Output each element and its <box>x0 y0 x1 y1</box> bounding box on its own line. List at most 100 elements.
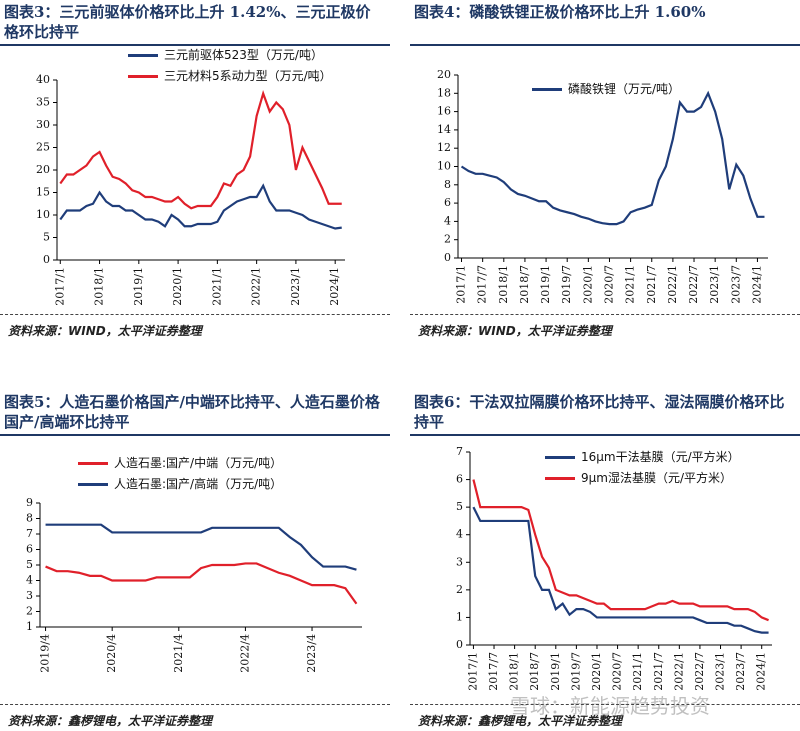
x-tick-label: 2021/7 <box>652 652 665 691</box>
y-tick-label: 3 <box>456 555 463 568</box>
legend-label: 9μm湿法基膜（元/平方米） <box>581 471 733 485</box>
x-tick-label: 2022/1 <box>666 265 679 304</box>
y-tick-label: 4 <box>444 214 451 227</box>
source: 资料来源：鑫椤锂电，太平洋证券整理 <box>8 714 213 728</box>
chart: 0 1 2 3 4 5 6 7 2017/1 2017/7 2018/1 2018/7 2019/1 20… <box>456 445 772 691</box>
y-tick-label: 16 <box>437 105 451 118</box>
chart-title: 图表5：人造石墨价格国产/中端环比持平、人造石墨价格国产/高端环比持平 <box>4 393 380 431</box>
x-tick-label: 2023/7 <box>734 652 747 691</box>
x-tick-label: 2019/1 <box>549 652 562 691</box>
legend: 磷酸铁锂（万元/吨） <box>532 82 732 103</box>
y-tick-label: 7 <box>26 527 33 540</box>
x-tick-label: 2018/7 <box>518 265 531 304</box>
x-tick-label: 2024/1 <box>328 267 341 306</box>
y-tick-label: 10 <box>437 160 451 173</box>
x-tick-label: 2021/7 <box>645 265 658 304</box>
x-tick-label: 2023/1 <box>708 265 721 304</box>
y-tick-label: 2 <box>444 233 451 246</box>
y-tick-label: 5 <box>456 500 463 513</box>
x-tick-label: 2020/7 <box>611 652 624 691</box>
legend-label: 三元前驱体523型（万元/吨） <box>164 48 323 62</box>
title-rule <box>410 44 800 46</box>
y-tick-label: 7 <box>456 445 463 458</box>
y-tick-label: 40 <box>36 73 50 86</box>
chart-title: 图表4：磷酸铁锂正极价格环比上升 1.60% <box>414 3 706 21</box>
title-rule <box>0 44 390 46</box>
legend-entry: 三元前驱体523型（万元/吨） <box>128 48 328 63</box>
y-tick-label: 9 <box>26 496 33 509</box>
legend-label: 16μm干法基膜（元/平方米） <box>581 450 740 464</box>
x-tick-label: 2017/7 <box>476 265 489 304</box>
y-tick-label: 6 <box>456 473 463 486</box>
y-tick-label: 35 <box>36 96 50 109</box>
x-tick-label: 2023/7 <box>729 265 742 304</box>
x-tick-label: 2022/1 <box>672 652 685 691</box>
chart: 0 5 10 15 20 25 30 35 40 2017/1 2018/1 2019/1 2020/1… <box>36 73 345 306</box>
x-tick-label: 2017/1 <box>455 265 468 304</box>
y-tick-label: 5 <box>43 231 50 244</box>
x-tick-label: 2020/1 <box>590 652 603 691</box>
series-line <box>59 183 342 230</box>
x-tick-label: 2017/1 <box>466 652 479 691</box>
y-tick-label: 2 <box>26 605 33 618</box>
legend-swatch <box>78 462 108 465</box>
y-tick-label: 4 <box>26 574 33 587</box>
x-tick-label: 2022/1 <box>250 267 263 306</box>
source: 资料来源：鑫椤锂电，太平洋证券整理 <box>418 714 623 728</box>
legend-label: 三元材料5系动力型（万元/吨） <box>164 69 332 83</box>
chart-panel: 图表3：三元前驱体价格环比上升 1.42%、三元正极价格环比持平 资料来源：WIN… <box>0 0 390 341</box>
y-tick-label: 14 <box>437 123 451 136</box>
chart: 0 2 4 6 8 10 12 14 16 18 20 2017/1 2017/7 2018/1 2018/… <box>437 68 768 304</box>
x-tick-label: 2022/4 <box>238 634 251 673</box>
y-tick-label: 1 <box>26 620 33 633</box>
x-tick-label: 2019/1 <box>132 267 145 306</box>
x-tick-label: 2021/4 <box>172 634 185 673</box>
x-tick-label: 2020/1 <box>171 267 184 306</box>
legend-entry: 人造石墨:国产/高端（万元/吨） <box>78 477 378 492</box>
x-tick-label: 2019/7 <box>569 652 582 691</box>
legend-entry: 16μm干法基膜（元/平方米） <box>545 450 800 465</box>
title-rule <box>410 434 800 436</box>
x-tick-label: 2022/7 <box>687 265 700 304</box>
y-tick-label: 20 <box>437 68 451 81</box>
legend-entry: 9μm湿法基膜（元/平方米） <box>545 471 800 486</box>
y-tick-label: 30 <box>36 118 50 131</box>
legend-swatch <box>545 456 575 459</box>
x-tick-label: 2018/1 <box>497 265 510 304</box>
series-line <box>59 89 342 210</box>
y-tick-label: 25 <box>36 141 50 154</box>
x-tick-label: 2019/7 <box>560 265 573 304</box>
series-line <box>472 506 769 634</box>
x-tick-label: 2021/1 <box>624 265 637 304</box>
series-line <box>460 90 765 226</box>
legend-swatch <box>78 483 108 486</box>
x-tick-label: 2020/1 <box>581 265 594 304</box>
source-rule <box>0 314 390 315</box>
x-tick-label: 2018/7 <box>528 652 541 691</box>
source: 资料来源：WIND，太平洋证券整理 <box>8 324 202 338</box>
y-tick-label: 0 <box>43 253 50 266</box>
x-tick-label: 2018/1 <box>508 652 521 691</box>
source-rule <box>0 704 390 705</box>
x-tick-label: 2021/1 <box>210 267 223 306</box>
chart-panel: 图表6：干法双拉隔膜价格环比持平、湿法隔膜价格环比持平 资料来源：鑫椤锂电，太平洋… <box>410 390 800 731</box>
series-line <box>45 562 358 605</box>
y-tick-label: 4 <box>456 528 463 541</box>
y-tick-label: 18 <box>437 86 451 99</box>
legend-entry: 磷酸铁锂（万元/吨） <box>532 82 732 97</box>
legend-entry: 三元材料5系动力型（万元/吨） <box>128 69 332 84</box>
y-tick-label: 0 <box>456 638 463 651</box>
legend-label: 人造石墨:国产/高端（万元/吨） <box>114 477 283 491</box>
legend: 16μm干法基膜（元/平方米） 9μm湿法基膜（元/平方米） <box>545 450 800 492</box>
x-tick-label: 2017/7 <box>487 652 500 691</box>
y-tick-label: 6 <box>26 543 33 556</box>
x-tick-label: 2023/1 <box>289 267 302 306</box>
y-tick-label: 0 <box>444 251 451 264</box>
y-tick-label: 15 <box>36 186 50 199</box>
y-tick-label: 2 <box>456 583 463 596</box>
y-tick-label: 8 <box>444 178 451 191</box>
source-rule <box>410 314 800 315</box>
x-tick-label: 2020/7 <box>602 265 615 304</box>
y-tick-label: 20 <box>36 163 50 176</box>
